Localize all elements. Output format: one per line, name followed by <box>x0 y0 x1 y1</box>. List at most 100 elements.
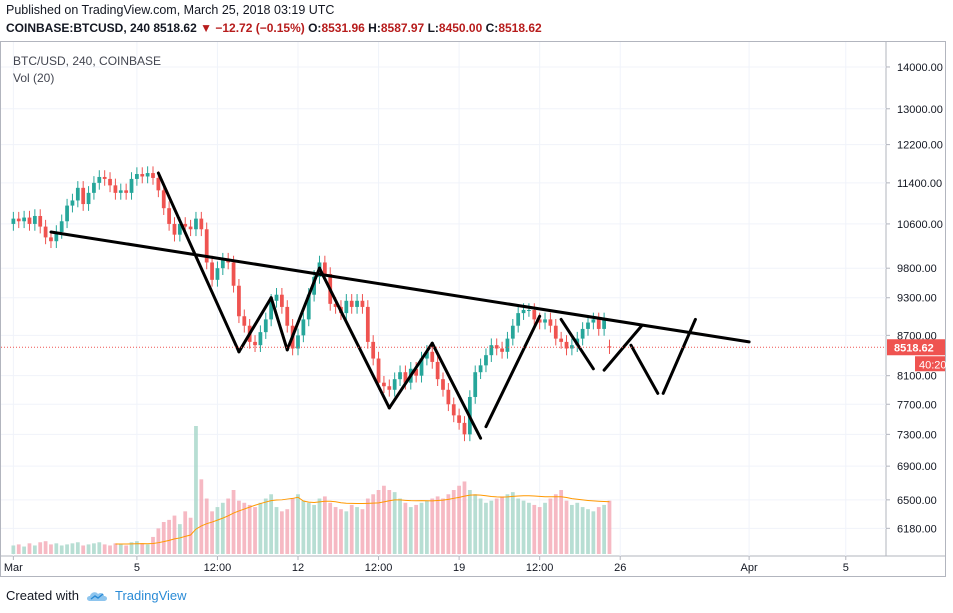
volume-bar <box>215 507 220 554</box>
y-tick-label: 7300.00 <box>897 429 937 441</box>
candle-body <box>269 300 274 320</box>
volume-bar <box>559 490 564 554</box>
volume-bar <box>333 507 338 554</box>
down-arrow-icon: ▼ <box>200 21 212 35</box>
volume-bar <box>43 541 48 554</box>
candle-body <box>435 361 440 380</box>
pattern-path-12 <box>661 317 697 395</box>
candle-body <box>151 173 155 178</box>
countdown-tag <box>915 356 945 372</box>
volume-bar <box>602 504 606 554</box>
volume-bar <box>457 485 461 554</box>
volume-bar <box>92 543 96 554</box>
candle-body <box>360 300 365 307</box>
volume-bar <box>22 546 26 554</box>
volume-bar <box>596 507 601 554</box>
volume-bar <box>489 500 494 554</box>
candle-body <box>280 294 284 307</box>
volume-bar <box>194 426 198 554</box>
low-label: L: <box>427 21 439 35</box>
volume-bar <box>167 519 171 554</box>
candle-body <box>194 218 198 230</box>
volume-bar <box>113 543 118 554</box>
volume-bar <box>145 544 150 554</box>
chart-frame[interactable] <box>0 41 946 577</box>
quote-line: COINBASE:BTCUSD, 240 8518.62 ▼ −12.72 (−… <box>6 21 542 35</box>
volume-bar <box>237 500 241 554</box>
candle-body <box>210 262 214 280</box>
candle-body <box>419 358 424 376</box>
x-tick-label: Apr <box>741 562 758 574</box>
volume-legend[interactable]: Vol (20) <box>13 71 55 85</box>
high-value: 8587.97 <box>380 21 425 35</box>
volume-bar <box>376 490 381 554</box>
volume-bar <box>70 543 75 554</box>
volume-bar <box>140 543 145 554</box>
candle-body <box>156 177 161 191</box>
volume-bar <box>172 515 177 554</box>
volume-bar <box>97 542 102 554</box>
pattern-path-7 <box>430 341 483 440</box>
candle-body <box>204 229 209 263</box>
volume-bar <box>204 498 209 554</box>
series-legend[interactable]: BTC/USD, 240, COINBASE <box>13 54 162 68</box>
candle-body <box>505 338 510 352</box>
volume-bar <box>435 496 440 554</box>
volume-bar <box>419 502 424 554</box>
candle-body <box>172 223 177 235</box>
candle-body <box>118 190 123 193</box>
candle-body <box>113 185 118 193</box>
volume-bar <box>280 511 284 554</box>
volume-bar <box>371 494 376 554</box>
candle-body <box>430 351 435 362</box>
volume-bar <box>516 498 521 554</box>
candle-body <box>140 174 145 177</box>
candle-body <box>333 303 338 307</box>
volume-bar <box>296 494 300 554</box>
candle-body <box>54 231 59 242</box>
candle-body <box>371 341 376 359</box>
volume-bar <box>328 502 333 554</box>
volume-bar <box>306 502 311 554</box>
volume-bar <box>537 507 542 554</box>
tradingview-link[interactable]: TradingView <box>114 588 187 603</box>
candle-body <box>75 187 80 201</box>
volume-bar <box>226 498 231 554</box>
volume-bar <box>570 504 574 554</box>
candle-body <box>38 215 43 227</box>
volume-bar <box>344 511 349 554</box>
footer: Created with TradingView <box>6 588 187 603</box>
volume-bar <box>543 502 547 554</box>
last-price-tag <box>887 339 945 356</box>
volume-bar <box>38 542 43 554</box>
candle-body <box>532 310 537 320</box>
volume-bar <box>32 545 37 554</box>
candle-body <box>559 338 564 342</box>
volume-bar <box>607 500 612 554</box>
candle-body <box>586 322 590 329</box>
volume-bar <box>451 490 456 554</box>
candle-body <box>510 325 515 339</box>
candle-body <box>215 268 220 280</box>
candle-body <box>253 341 257 346</box>
volume-bar <box>177 524 182 554</box>
volume-bar <box>591 511 596 554</box>
y-tick-label: 14000.00 <box>897 62 943 74</box>
tradingview-cloud-icon[interactable] <box>85 589 109 603</box>
candle-body <box>457 415 461 423</box>
candle-body <box>591 319 596 323</box>
volume-bar <box>183 511 188 554</box>
candle-body <box>242 316 247 326</box>
volume-bar <box>199 479 204 554</box>
volume-bar <box>430 498 435 554</box>
candle-body <box>602 319 606 329</box>
candle-body <box>27 217 32 224</box>
candle-body <box>564 341 569 349</box>
pattern-path-2 <box>237 296 273 354</box>
candle-body <box>349 300 354 307</box>
candle-body <box>274 294 279 301</box>
volume-bar <box>586 509 590 554</box>
volume-bar <box>108 545 112 554</box>
volume-bar <box>484 502 488 554</box>
